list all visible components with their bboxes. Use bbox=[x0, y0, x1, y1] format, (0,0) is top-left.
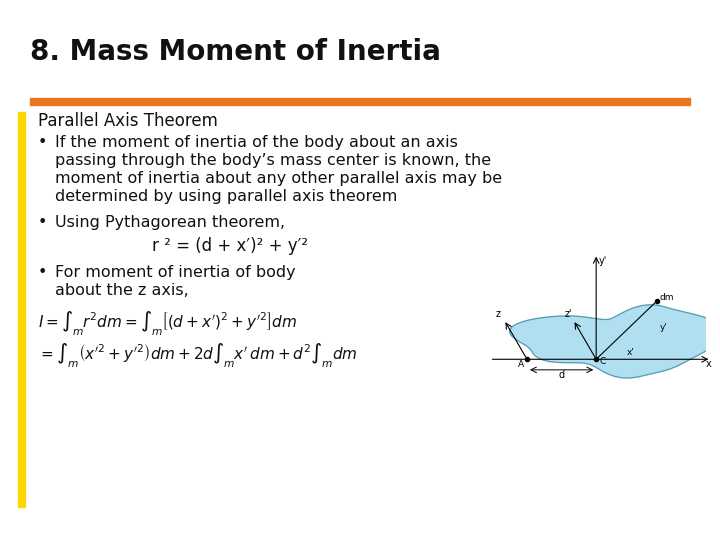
Text: Parallel Axis Theorem: Parallel Axis Theorem bbox=[38, 112, 218, 130]
Text: z: z bbox=[495, 309, 500, 319]
Text: If the moment of inertia of the body about an axis: If the moment of inertia of the body abo… bbox=[55, 135, 458, 150]
Text: x: x bbox=[706, 359, 711, 369]
Text: dm: dm bbox=[660, 293, 674, 302]
Text: •: • bbox=[38, 215, 48, 230]
Text: For moment of inertia of body: For moment of inertia of body bbox=[55, 265, 296, 280]
Text: Using Pythagorean theorem,: Using Pythagorean theorem, bbox=[55, 215, 285, 230]
Text: z': z' bbox=[564, 309, 572, 319]
Text: $I = \int_m r^2 dm = \int_m \left[(d + x^{\prime})^2 + y^{\prime 2}\right] dm$: $I = \int_m r^2 dm = \int_m \left[(d + x… bbox=[38, 309, 297, 338]
Text: passing through the body’s mass center is known, the: passing through the body’s mass center i… bbox=[55, 153, 491, 168]
Text: x': x' bbox=[626, 348, 634, 357]
Text: y': y' bbox=[660, 323, 667, 332]
Text: y': y' bbox=[599, 256, 607, 266]
Text: about the z axis,: about the z axis, bbox=[55, 283, 189, 298]
Text: C: C bbox=[599, 356, 606, 366]
Text: moment of inertia about any other parallel axis may be: moment of inertia about any other parall… bbox=[55, 171, 502, 186]
Text: A: A bbox=[518, 360, 525, 369]
Text: $= \int_m \left(x^{\prime 2}+y^{\prime 2}\right)dm + 2d\int_m x^{\prime}\, dm + : $= \int_m \left(x^{\prime 2}+y^{\prime 2… bbox=[38, 341, 358, 369]
Bar bbox=[18, 112, 25, 507]
Bar bbox=[30, 98, 690, 105]
Text: d: d bbox=[559, 370, 564, 380]
Text: •: • bbox=[38, 265, 48, 280]
Polygon shape bbox=[510, 305, 720, 378]
Text: r ² = (d + x′)² + y′²: r ² = (d + x′)² + y′² bbox=[152, 237, 308, 255]
Text: •: • bbox=[38, 135, 48, 150]
Text: determined by using parallel axis theorem: determined by using parallel axis theore… bbox=[55, 189, 397, 204]
Text: 8. Mass Moment of Inertia: 8. Mass Moment of Inertia bbox=[30, 38, 441, 66]
